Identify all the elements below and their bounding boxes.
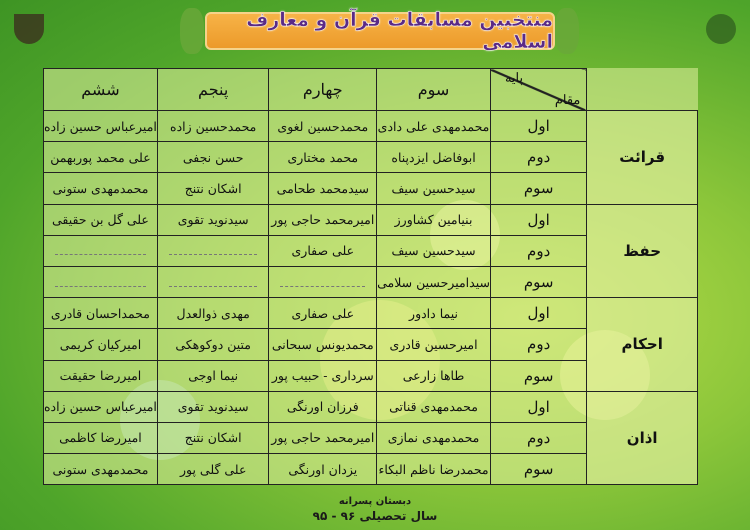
empty-cell bbox=[156, 234, 270, 267]
rank-cell: اول bbox=[489, 203, 588, 236]
name-cell: علی گل بن حقیقی bbox=[43, 203, 158, 236]
table-row: سوم طاها زارعی سرداری - حبیب پور نیما اوجی ا… bbox=[43, 359, 698, 392]
rank-cell: دوم bbox=[489, 141, 588, 174]
name-cell: محمدمهدی نمازی bbox=[376, 421, 491, 455]
rank-cell: دوم bbox=[489, 234, 588, 267]
rank-cell: دوم bbox=[489, 421, 588, 455]
name-cell: امیرکیان کریمی bbox=[43, 328, 158, 361]
name-cell: اشکان نتنج bbox=[156, 172, 270, 205]
title-banner: منتخبین مسابقات قرآن و معارف اسلامی bbox=[205, 9, 555, 53]
winners-table: مقام پایه سوم چهارم پنجم ششم قرائت اول محمد… bbox=[43, 68, 698, 486]
academic-year: سال تحصیلی ۹۶ - ۹۵ bbox=[312, 509, 438, 523]
name-cell: امیرعباس حسین زاده bbox=[43, 109, 158, 143]
name-cell: سیدمحمد طحامی bbox=[268, 172, 378, 205]
name-cell: سیدحسین سیف bbox=[376, 234, 491, 267]
rank-cell: سوم bbox=[489, 453, 588, 486]
header-row: مقام پایه سوم چهارم پنجم ششم bbox=[43, 68, 698, 111]
empty-cell bbox=[43, 265, 158, 299]
grade-4-header: چهارم bbox=[268, 68, 378, 111]
school-logo-right bbox=[706, 14, 736, 44]
category-cell: احکام bbox=[586, 297, 698, 392]
name-cell: مهدی ذوالعدل bbox=[156, 297, 270, 330]
grade-3-header: سوم bbox=[376, 68, 491, 111]
name-cell: امیرمحمد حاجی پور bbox=[268, 203, 378, 236]
name-cell: سیدحسین سیف bbox=[376, 172, 491, 205]
name-cell: نیما اوجی bbox=[156, 359, 270, 392]
table-row: دوم محمدمهدی نمازی امیرمحمد حاجی پور اشکان … bbox=[43, 421, 698, 455]
rank-cell: سوم bbox=[489, 265, 588, 299]
grade-6-header: ششم bbox=[43, 68, 158, 111]
grade-header: پایه bbox=[504, 71, 524, 86]
table-row: دوم امیرحسین قادری محمدیونس سبحانی متین دوک… bbox=[43, 328, 698, 361]
name-cell: فرزان اورنگی bbox=[268, 390, 378, 423]
name-cell: متین دوکوهکی bbox=[156, 328, 270, 361]
page-title: منتخبین مسابقات قرآن و معارف اسلامی bbox=[246, 9, 553, 53]
table-row: دوم ابوفاضل ایزدپناه محمد مختاری حسن نجفی عل… bbox=[43, 141, 698, 174]
name-cell: یزدان اورنگی bbox=[268, 453, 378, 486]
name-cell: ابوفاضل ایزدپناه bbox=[376, 141, 491, 174]
name-cell: اشکان نتنج bbox=[156, 421, 270, 455]
table-row: سوم محمدرضا ناظم البکاء یزدان اورنگی علی گل… bbox=[43, 453, 698, 486]
name-cell: امیرمحمد حاجی پور bbox=[268, 421, 378, 455]
ornament-left bbox=[180, 8, 204, 54]
table-row: سوم سیدحسین سیف سیدمحمد طحامی اشکان نتنج محم… bbox=[43, 172, 698, 205]
name-cell: علی محمد پوربهمن bbox=[43, 141, 158, 174]
name-cell: امیرحسین قادری bbox=[376, 328, 491, 361]
category-cell: قرائت bbox=[586, 110, 698, 205]
name-cell: محمدحسین زاده bbox=[156, 109, 270, 143]
name-cell: محمدیونس سبحانی bbox=[268, 328, 378, 361]
table-row: اذان اول محمدمهدی قناتی فرزان اورنگی سیدنوید… bbox=[43, 390, 698, 486]
rank-cell: دوم bbox=[489, 328, 588, 361]
name-cell: محمدرضا ناظم البکاء bbox=[376, 453, 491, 486]
rank-cell: اول bbox=[489, 390, 588, 423]
name-cell: سیدنوید تقوی bbox=[156, 390, 270, 423]
rank-cell: سوم bbox=[489, 172, 588, 205]
ornament-right bbox=[555, 8, 579, 54]
emblem-logo-left bbox=[14, 14, 44, 44]
name-cell: محمدمهدی ستونی bbox=[43, 172, 158, 205]
name-cell: علی صفاری bbox=[268, 297, 378, 330]
name-cell: سیدامیرحسین سلامی bbox=[376, 265, 491, 299]
name-cell: علی گلی پور bbox=[156, 453, 270, 486]
rank-cell: اول bbox=[489, 109, 588, 143]
rank-cell: اول bbox=[489, 297, 588, 330]
table-row: حفظ اول بنیامین کشاورز امیرمحمد حاجی پور سید… bbox=[43, 203, 698, 299]
school-name: دبستان پسرانه bbox=[338, 496, 412, 507]
name-cell: امیررضا حقیقت bbox=[43, 359, 158, 392]
rank-header: مقام bbox=[554, 93, 581, 108]
name-cell: بنیامین کشاورز bbox=[376, 203, 491, 236]
table-row: قرائت اول محمدمهدی علی دادی محمدحسین لغوی مح… bbox=[43, 109, 698, 205]
grade-5-header: پنجم bbox=[156, 68, 270, 111]
name-cell: محمدحسین لغوی bbox=[268, 109, 378, 143]
name-cell: امیرعباس حسین زاده bbox=[43, 390, 158, 423]
empty-cell bbox=[156, 265, 270, 299]
name-cell: حسن نجفی bbox=[156, 141, 270, 174]
category-cell: اذان bbox=[586, 390, 698, 486]
table-row: احکام اول نیما دادور علی صفاری مهدی ذوالعدل م… bbox=[43, 297, 698, 392]
name-cell: سیدنوید تقوی bbox=[156, 203, 270, 236]
name-cell: محمدمهدی قناتی bbox=[376, 390, 491, 423]
header-corner: مقام پایه bbox=[489, 68, 588, 111]
name-cell: نیما دادور bbox=[376, 297, 491, 330]
category-cell: حفظ bbox=[586, 203, 698, 299]
name-cell: سرداری - حبیب پور bbox=[268, 359, 378, 392]
name-cell: محمد مختاری bbox=[268, 141, 378, 174]
name-cell: علی صفاری bbox=[268, 234, 378, 267]
name-cell: محمدمهدی ستونی bbox=[43, 453, 158, 486]
header-blank bbox=[587, 69, 698, 111]
name-cell: امیررضا کاظمی bbox=[43, 421, 158, 455]
table-row: سوم سیدامیرحسین سلامی bbox=[43, 265, 698, 299]
name-cell: طاها زارعی bbox=[376, 359, 491, 392]
empty-cell bbox=[268, 265, 378, 299]
name-cell: محمداحسان قادری bbox=[43, 297, 158, 330]
empty-cell bbox=[43, 234, 158, 267]
name-cell: محمدمهدی علی دادی bbox=[376, 109, 491, 143]
rank-cell: سوم bbox=[489, 359, 588, 392]
